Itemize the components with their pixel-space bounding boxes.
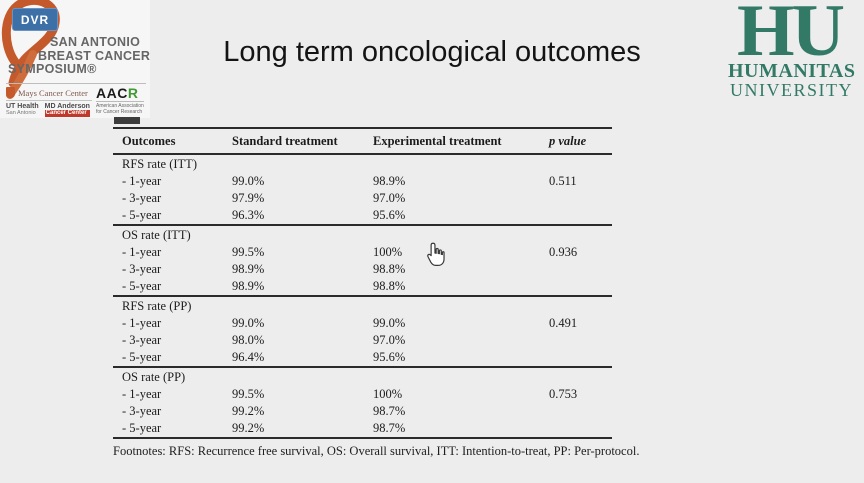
mays-name: Mays Cancer Center <box>18 87 88 98</box>
mays-cancer-center-logo: Mays Cancer Center UT Health San Antonio… <box>6 87 92 117</box>
aacr-logo: AACR American Association for Cancer Res… <box>96 86 144 124</box>
table-row: - 5-year 96.4% 95.6% <box>122 350 406 364</box>
dvr-badge-label: DVR <box>20 12 50 27</box>
humanitas-name: HUMANITAS <box>728 60 856 82</box>
humanitas-university: UNIVERSITY <box>730 80 853 100</box>
aacr-badge <box>114 117 140 124</box>
table-row: - 1-year 99.5% 100% 0.753 <box>122 387 578 401</box>
md-anderson-sub: Cancer Center <box>44 110 90 117</box>
table-body: RFS rate (ITT) - 1-year 99.0% 98.9% 0.511 - 3… <box>113 153 612 438</box>
table-row: - 3-year 97.9% 97.0% <box>122 191 406 205</box>
aacr-subtitle: American Association for Cancer Research <box>96 103 144 115</box>
table-row: - 3-year 98.0% 97.0% <box>122 333 406 347</box>
sabcs-logo: SAN ANTONIO BREAST CANCER SYMPOSIUM® <box>8 35 158 77</box>
table-row: - 1-year 99.0% 98.9% 0.511 <box>122 174 577 188</box>
sabcs-line1: SAN ANTONIO <box>50 35 141 49</box>
mays-shield-icon <box>6 87 15 98</box>
sabcs-line3: SYMPOSIUM® <box>8 62 97 76</box>
dvr-badge: DVR <box>12 8 58 31</box>
slide-title: Long term oncological outcomes <box>223 36 641 68</box>
ut-health-label: UT Health <box>6 103 39 110</box>
aacr-acronym: AACR <box>96 85 139 101</box>
outcomes-table: Outcomes Standard treatment Experimental t… <box>113 127 612 439</box>
column-header-4: p value <box>549 128 612 155</box>
column-header-3: Experimental treatment <box>373 128 549 155</box>
logo-divider <box>6 83 146 84</box>
table-row: - 1-year 99.5% 100% 0.936 <box>122 245 578 259</box>
column-header-1: Outcomes <box>113 128 232 155</box>
column-header-2: Standard treatment <box>232 128 373 155</box>
table-row: - 3-year 99.2% 98.7% <box>122 404 406 418</box>
ut-health-sub: San Antonio <box>6 110 36 116</box>
section-label-row: OS rate (PP) <box>113 366 612 386</box>
table-row: - 5-year 98.9% 98.8% <box>122 279 406 293</box>
table-header-row: Outcomes Standard treatment Experimental t… <box>113 128 612 155</box>
table-row: - 5-year 96.3% 95.6% <box>122 208 406 222</box>
aacr-green-r: R <box>127 85 139 101</box>
table-row: - 1-year 99.0% 99.0% 0.491 <box>122 316 578 330</box>
section-label-row: RFS rate (ITT) <box>113 153 612 173</box>
hand-pointer-cursor <box>427 242 445 266</box>
humanitas-monogram: HU <box>737 0 845 72</box>
mays-divider <box>6 100 92 101</box>
aacr-divider <box>96 101 144 102</box>
table-footnote: Footnotes: RFS: Recurrence free survival… <box>113 444 640 458</box>
section-label-row: RFS rate (PP) <box>113 295 612 315</box>
table-row: - 5-year 99.2% 98.7% <box>122 421 406 435</box>
table-row: - 3-year 98.9% 98.8% <box>122 262 406 276</box>
section-label-row: OS rate (ITT) <box>113 224 612 244</box>
md-anderson-label: MD Anderson <box>44 103 90 110</box>
sabcs-line2: BREAST CANCER <box>38 48 151 63</box>
